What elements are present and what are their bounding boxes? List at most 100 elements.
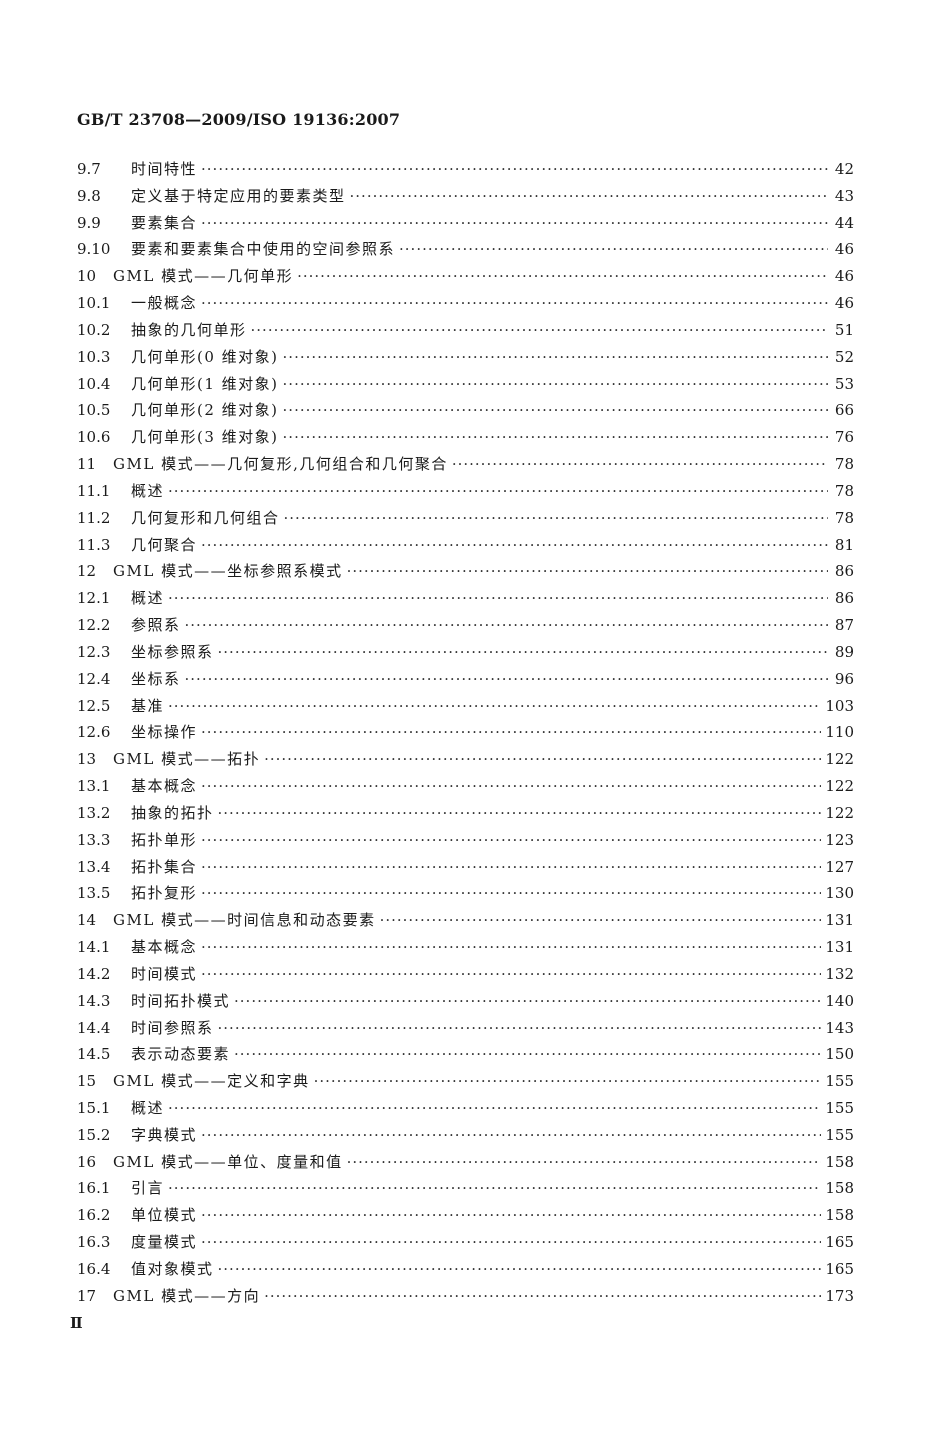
toc-entry-number: 16	[77, 1152, 97, 1171]
toc-entry[interactable]: 9.10 要素和要素集合中使用的空间参照系 46	[77, 236, 854, 263]
dot-leader	[168, 693, 821, 720]
toc-entry[interactable]: 10.4 几何单形(1 维对象) 53	[77, 371, 854, 398]
toc-entry-page: 155	[825, 1125, 854, 1144]
toc-entry-number: 15	[77, 1072, 97, 1091]
toc-entry[interactable]: 12.1 概述 86	[77, 585, 854, 612]
toc-entry-number: 13	[77, 750, 97, 769]
toc-entry[interactable]: 13.3 拓扑单形 123	[77, 827, 854, 854]
toc-entry-number: 14.4	[77, 1018, 111, 1037]
toc-entry[interactable]: 14.3 时间拓扑模式 140	[77, 988, 854, 1015]
toc-entry-number: 9.10	[77, 240, 111, 259]
dot-leader	[380, 907, 822, 934]
dot-leader	[314, 1068, 822, 1095]
toc-entry-page: 155	[825, 1098, 854, 1117]
toc-entry-title: GML 模式——坐标参照系模式	[113, 562, 343, 581]
toc-entry[interactable]: 12.2 参照系 87	[77, 612, 854, 639]
toc-entry[interactable]: 13.2 抽象的拓扑 122	[77, 800, 854, 827]
toc-entry-title: 表示动态要素	[131, 1045, 231, 1064]
toc-entry-number: 14.5	[77, 1045, 111, 1064]
toc-entry[interactable]: 14 GML 模式——时间信息和动态要素 131	[77, 907, 854, 934]
toc-entry[interactable]: 14.1 基本概念 131	[77, 934, 854, 961]
toc-entry[interactable]: 12.4 坐标系 96	[77, 666, 854, 693]
toc-entry[interactable]: 13.4 拓扑集合 127	[77, 854, 854, 881]
toc-entry[interactable]: 9.7 时间特性 42	[77, 156, 854, 183]
toc-entry-page: 44	[834, 213, 854, 232]
dot-leader	[185, 666, 828, 693]
toc-entry[interactable]: 10 GML 模式——几何单形 46	[77, 263, 854, 290]
toc-entry[interactable]: 13.1 基本概念 122	[77, 773, 854, 800]
toc-entry-number: 10.6	[77, 428, 111, 447]
toc-entry[interactable]: 14.4 时间参照系 143	[77, 1015, 854, 1042]
toc-entry-title: 时间参照系	[131, 1018, 214, 1037]
toc-entry-page: 122	[825, 750, 854, 769]
toc-entry-number: 10.5	[77, 401, 111, 420]
toc-entry-page: 158	[825, 1152, 854, 1171]
toc-entry[interactable]: 10.3 几何单形(0 维对象) 52	[77, 344, 854, 371]
toc-entry-title: GML 模式——单位、度量和值	[113, 1152, 343, 1171]
toc-entry-title: 几何复形和几何组合	[131, 508, 280, 527]
toc-entry[interactable]: 10.2 抽象的几何单形 51	[77, 317, 854, 344]
toc-entry-page: 53	[834, 374, 854, 393]
toc-entry-title: 基本概念	[131, 938, 198, 957]
toc-entry-number: 15.2	[77, 1125, 111, 1144]
toc-entry[interactable]: 15.1 概述 155	[77, 1095, 854, 1122]
toc-entry-number: 13.4	[77, 857, 111, 876]
toc-entry-title: 单位模式	[131, 1206, 198, 1225]
toc-entry-number: 16.4	[77, 1259, 111, 1278]
toc-entry[interactable]: 11.1 概述 78	[77, 478, 854, 505]
toc-entry[interactable]: 14.2 时间模式 132	[77, 961, 854, 988]
toc-entry[interactable]: 9.8 定义基于特定应用的要素类型 43	[77, 183, 854, 210]
toc-entry-title: 要素和要素集合中使用的空间参照系	[131, 240, 396, 259]
toc-entry[interactable]: 10.5 几何单形(2 维对象) 66	[77, 397, 854, 424]
toc-entry-number: 10.2	[77, 320, 111, 339]
toc-entry[interactable]: 13 GML 模式——拓扑 122	[77, 746, 854, 773]
toc-entry-page: 42	[834, 160, 854, 178]
dot-leader	[201, 961, 821, 988]
toc-entry[interactable]: 15.2 字典模式 155	[77, 1122, 854, 1149]
toc-entry-title: 时间模式	[131, 964, 198, 983]
toc-entry-number: 13.5	[77, 884, 111, 903]
toc-entry-page: 89	[834, 642, 854, 661]
toc-entry-title: 时间特性	[131, 160, 198, 178]
toc-entry[interactable]: 14.5 表示动态要素 150	[77, 1041, 854, 1068]
toc-entry-title: 拓扑复形	[131, 884, 198, 903]
toc-entry[interactable]: 9.9 要素集合 44	[77, 210, 854, 237]
toc-entry[interactable]: 16.2 单位模式 158	[77, 1202, 854, 1229]
dot-leader	[201, 854, 821, 881]
toc-entry[interactable]: 10.6 几何单形(3 维对象) 76	[77, 424, 854, 451]
toc-entry-title: GML 模式——几何复形,几何组合和几何聚合	[113, 455, 448, 474]
dot-leader	[264, 746, 821, 773]
toc-entry[interactable]: 12 GML 模式——坐标参照系模式 86	[77, 558, 854, 585]
toc-entry[interactable]: 11 GML 模式——几何复形,几何组合和几何聚合 78	[77, 451, 854, 478]
toc-entry-page: 123	[825, 830, 854, 849]
toc-entry[interactable]: 16.3 度量模式 165	[77, 1229, 854, 1256]
toc-entry-page: 150	[825, 1045, 854, 1064]
toc-entry-number: 17	[77, 1286, 97, 1305]
toc-entry-page: 122	[825, 803, 854, 822]
toc-entry[interactable]: 10.1 一般概念 46	[77, 290, 854, 317]
toc-entry[interactable]: 16.4 值对象模式 165	[77, 1256, 854, 1283]
toc-entry-page: 103	[825, 696, 854, 715]
dot-leader	[168, 1175, 821, 1202]
toc-entry-page: 140	[825, 991, 854, 1010]
toc-entry[interactable]: 13.5 拓扑复形 130	[77, 880, 854, 907]
toc-entry[interactable]: 16 GML 模式——单位、度量和值 158	[77, 1149, 854, 1176]
toc-entry-title: 概述	[131, 589, 165, 608]
toc-entry-page: 131	[825, 911, 854, 930]
dot-leader	[201, 934, 821, 961]
toc-entry-number: 13.1	[77, 777, 111, 796]
toc-entry[interactable]: 12.6 坐标操作 110	[77, 719, 854, 746]
toc-entry[interactable]: 15 GML 模式——定义和字典 155	[77, 1068, 854, 1095]
dot-leader	[218, 639, 828, 666]
toc-entry-number: 12.4	[77, 669, 111, 688]
toc-entry[interactable]: 16.1 引言 158	[77, 1175, 854, 1202]
toc-entry[interactable]: 11.2 几何复形和几何组合 78	[77, 505, 854, 532]
toc-entry[interactable]: 11.3 几何聚合 81	[77, 532, 854, 559]
dot-leader	[234, 1041, 821, 1068]
toc-entry[interactable]: 12.3 坐标参照系 89	[77, 639, 854, 666]
dot-leader	[201, 1122, 821, 1149]
toc-entry-title: 字典模式	[131, 1125, 198, 1144]
toc-entry[interactable]: 17 GML 模式——方向 173	[77, 1283, 854, 1310]
dot-leader	[264, 1283, 821, 1310]
toc-entry[interactable]: 12.5 基准 103	[77, 693, 854, 720]
